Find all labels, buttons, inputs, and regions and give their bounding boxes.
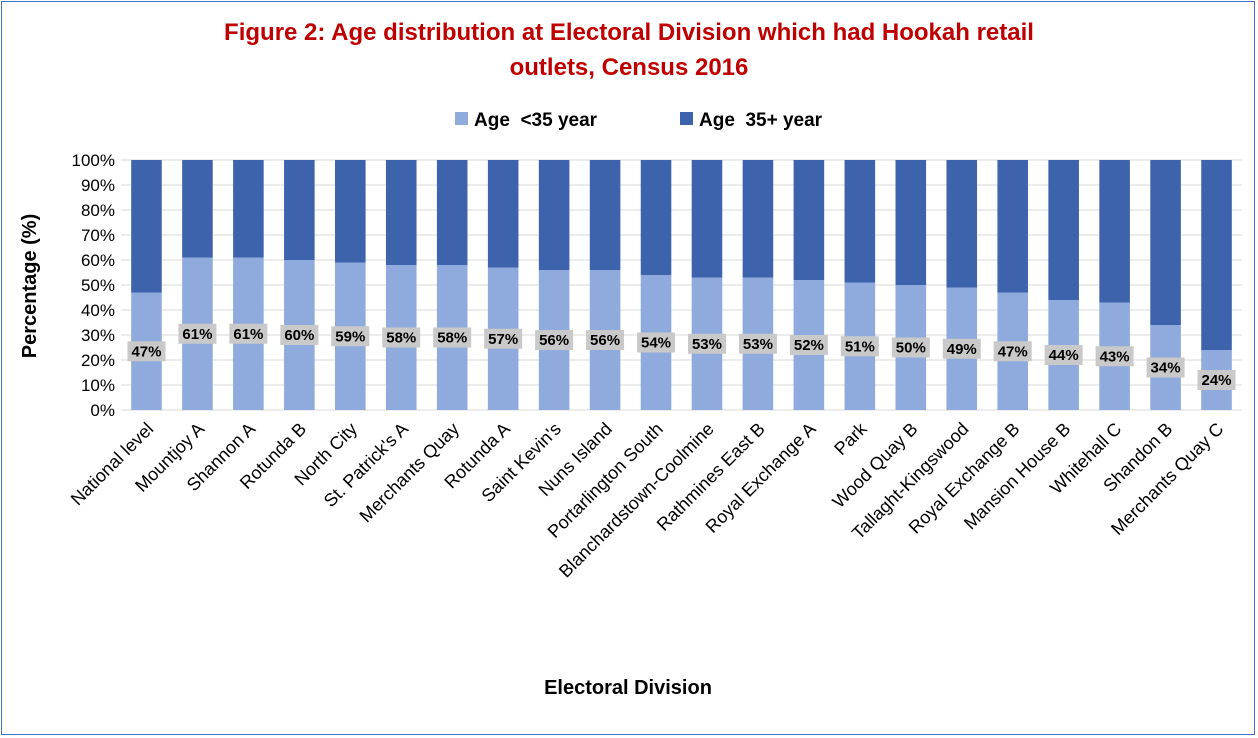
x-axis-title: Electoral Division <box>544 677 712 699</box>
y-tick-label: 0% <box>90 401 115 420</box>
bar-over35 <box>742 160 774 278</box>
data-label-bg <box>178 323 217 344</box>
data-label: 47% <box>131 343 161 360</box>
y-tick-label: 20% <box>81 351 115 370</box>
data-label: 54% <box>641 335 671 352</box>
data-label: 59% <box>335 328 365 345</box>
data-label-bg <box>993 341 1032 362</box>
data-label-bg <box>331 326 370 347</box>
y-axis-title: Percentage (%) <box>19 214 41 359</box>
data-label-bg <box>1095 346 1134 367</box>
data-label: 52% <box>794 337 824 354</box>
data-label: 61% <box>182 326 212 343</box>
data-label: 24% <box>1202 372 1232 389</box>
data-label: 53% <box>692 336 722 353</box>
chart-title-line-1: Figure 2: Age distribution at Electoral … <box>224 19 1034 46</box>
data-label: 60% <box>284 327 314 344</box>
legend-swatch-over35 <box>680 112 693 125</box>
data-label: 51% <box>845 338 875 355</box>
data-label: 50% <box>896 340 926 357</box>
y-tick-label: 70% <box>81 226 115 245</box>
data-label-bg <box>382 327 421 348</box>
bar-over35 <box>284 160 315 260</box>
x-tick-label: Park <box>830 418 871 459</box>
data-label: 44% <box>1049 347 1079 364</box>
y-tick-label: 100% <box>72 151 115 170</box>
bar-over35 <box>233 160 264 258</box>
data-label-bg <box>586 330 625 350</box>
data-label-bg <box>1044 345 1083 365</box>
data-label: 58% <box>386 330 416 347</box>
bar-over35 <box>1150 160 1181 325</box>
data-label: 57% <box>488 331 518 348</box>
legend: Age <35 year Age 35+ year <box>455 110 823 131</box>
data-label-bg <box>840 336 879 357</box>
bar-over35 <box>538 160 570 270</box>
data-labels: 47% 61% 61% 60% 59% 58% 58% 57% 56% 56% 54% 53% 53% 5… <box>127 323 1236 390</box>
bar-over35 <box>487 160 519 268</box>
bar-over35 <box>182 160 213 258</box>
data-label-bg <box>535 330 574 350</box>
data-label-bg <box>433 327 472 348</box>
data-label: 47% <box>998 343 1028 360</box>
data-label: 43% <box>1100 348 1130 365</box>
bar-over35 <box>1201 160 1232 350</box>
data-label: 56% <box>539 332 569 349</box>
data-label-bg <box>637 332 676 353</box>
data-label-bg <box>738 333 777 354</box>
data-label-bg <box>942 338 981 359</box>
y-tick-label: 60% <box>81 251 115 270</box>
bar-over35 <box>793 160 825 280</box>
x-tick-label: National level <box>67 419 158 510</box>
data-label: 61% <box>233 326 263 343</box>
y-tick-label: 30% <box>81 326 115 345</box>
data-label: 53% <box>743 336 773 353</box>
data-label: 49% <box>947 341 977 358</box>
data-label-bg <box>484 328 523 349</box>
data-label: 56% <box>590 332 620 349</box>
bar-over35 <box>335 160 366 263</box>
bar-over35 <box>691 160 723 278</box>
bar-over35 <box>1099 160 1130 303</box>
bar-over35 <box>895 160 927 285</box>
data-label-bg <box>280 325 319 345</box>
chart-title-line-2: outlets, Census 2016 <box>510 54 749 81</box>
data-label-bg <box>891 337 930 358</box>
data-label-bg <box>229 323 268 344</box>
data-label-bg <box>1197 370 1236 390</box>
bar-over35 <box>844 160 876 283</box>
data-label-bg <box>789 335 828 355</box>
y-tick-label: 10% <box>81 376 115 395</box>
y-axis-ticks: 0% 10% 20% 30% 40% 50% 60% 70% 80% 90% 100% <box>72 151 115 420</box>
bar-over35 <box>385 160 417 265</box>
legend-label-under35: Age <35 year <box>474 110 598 131</box>
bar-over35 <box>997 160 1028 293</box>
data-label-bg <box>127 341 166 362</box>
legend-label-over35: Age 35+ year <box>699 110 823 131</box>
data-label-bg <box>1146 357 1185 378</box>
data-label-bg <box>687 333 726 354</box>
bar-over35 <box>946 160 978 288</box>
legend-swatch-under35 <box>455 112 468 125</box>
data-label: 34% <box>1151 360 1181 377</box>
bar-over35 <box>1048 160 1079 300</box>
y-tick-label: 80% <box>81 201 115 220</box>
bar-over35 <box>436 160 468 265</box>
y-tick-label: 40% <box>81 301 115 320</box>
data-label: 58% <box>437 330 467 347</box>
bar-over35 <box>589 160 621 270</box>
bar-over35 <box>131 160 162 293</box>
bar-over35 <box>640 160 672 275</box>
y-tick-label: 90% <box>81 176 115 195</box>
y-tick-label: 50% <box>81 276 115 295</box>
